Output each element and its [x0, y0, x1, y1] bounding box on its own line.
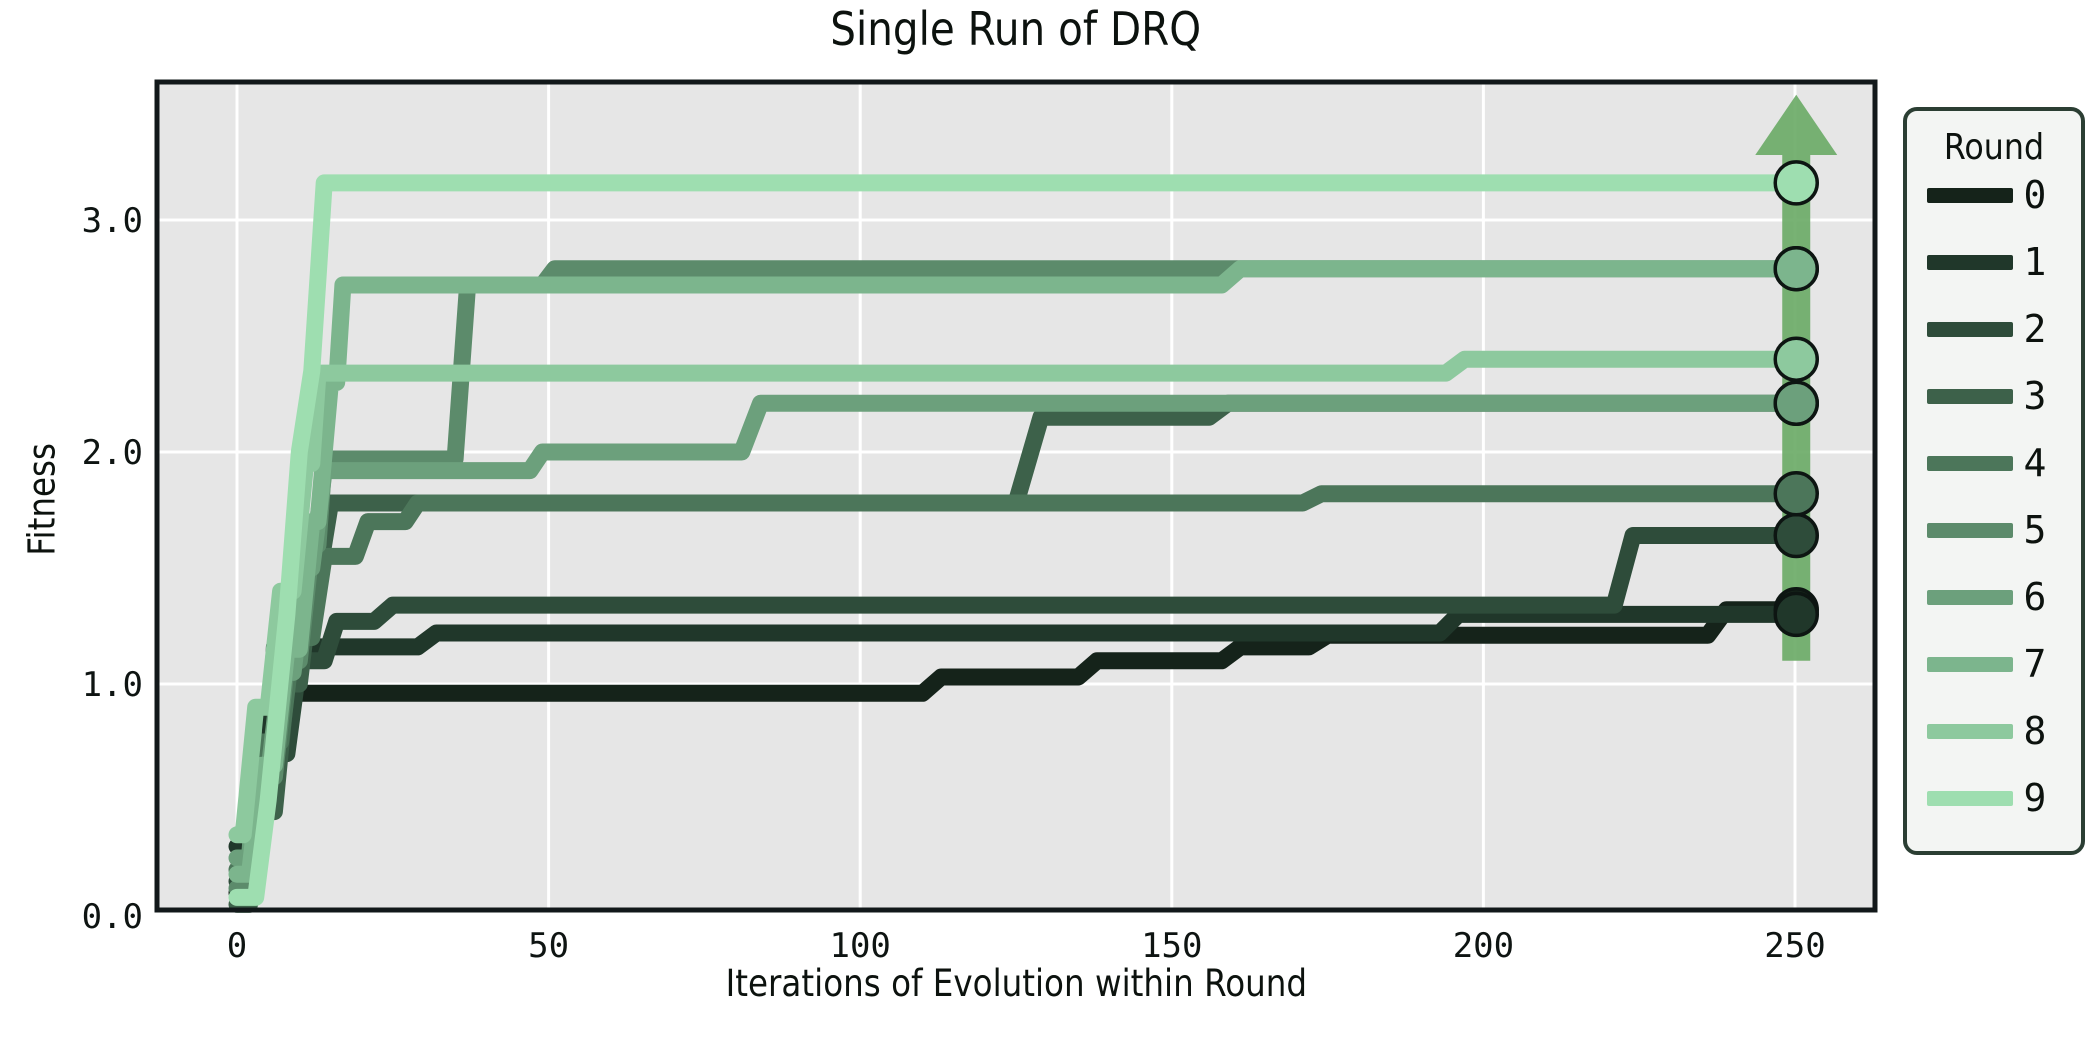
- y-axis-label-text: Fitness: [20, 443, 64, 556]
- end-marker-round-1: [1773, 591, 1819, 638]
- x-tick-label: 0: [227, 926, 247, 966]
- legend-entry-round-8: 8: [1907, 711, 2081, 751]
- end-marker-round-8: [1773, 336, 1819, 382]
- legend-entry-label: 0: [2023, 173, 2047, 217]
- legend-swatch-icon: [1927, 255, 2013, 270]
- end-marker-round-2: [1773, 512, 1819, 559]
- legend-entry-round-1: 1: [1907, 242, 2081, 282]
- legend-entry-round-2: 2: [1907, 309, 2081, 349]
- y-axis-label: Fitness: [21, 270, 64, 730]
- legend-swatch-icon: [1927, 657, 2013, 672]
- legend: Round 0 1 2 3 4 5 6 7 8 9: [1903, 107, 2085, 855]
- legend-swatch-icon: [1927, 724, 2013, 739]
- x-tick-label: 100: [829, 926, 890, 966]
- legend-entry-round-0: 0: [1907, 175, 2081, 215]
- plot-border: [154, 79, 1878, 913]
- legend-entry-label: 6: [2023, 575, 2047, 619]
- legend-entry-round-4: 4: [1907, 443, 2081, 483]
- legend-swatch-icon: [1927, 590, 2013, 605]
- x-tick-label: 200: [1453, 926, 1514, 966]
- series-line-round-9: [228, 174, 1804, 906]
- end-marker-round-7: [1773, 245, 1819, 292]
- end-marker-round-4: [1773, 471, 1819, 517]
- legend-title-text: Round: [1943, 127, 2045, 168]
- legend-swatch-icon: [1927, 322, 2013, 337]
- legend-entry-label: 1: [2023, 240, 2047, 284]
- end-marker-round-6: [1773, 380, 1819, 427]
- legend-entry-label: 4: [2023, 441, 2047, 485]
- y-tick-label: 3.0: [82, 201, 143, 241]
- end-marker-round-9: [1773, 160, 1819, 206]
- legend-entry-round-3: 3: [1907, 376, 2081, 416]
- legend-entry-round-6: 6: [1907, 577, 2081, 617]
- x-tick-label: 150: [1141, 926, 1202, 966]
- chart-title: Single Run of DRQ: [157, 2, 1875, 56]
- x-tick-label: 250: [1764, 926, 1825, 966]
- x-axis-label-text: Iterations of Evolution within Round: [725, 962, 1307, 1005]
- legend-title: Round: [1907, 127, 2081, 168]
- y-tick-label: 1.0: [82, 665, 143, 705]
- x-tick-label: 50: [528, 926, 569, 966]
- legend-entry-label: 5: [2023, 508, 2047, 552]
- legend-swatch-icon: [1927, 188, 2013, 203]
- legend-entry-label: 8: [2023, 709, 2047, 753]
- legend-entry-label: 3: [2023, 374, 2047, 418]
- legend-swatch-icon: [1927, 523, 2013, 538]
- y-tick-label: 0.0: [82, 897, 143, 937]
- legend-entry-round-7: 7: [1907, 644, 2081, 684]
- legend-swatch-icon: [1927, 456, 2013, 471]
- legend-entry-round-9: 9: [1907, 778, 2081, 818]
- y-tick-label: 2.0: [82, 433, 143, 473]
- legend-entry-label: 9: [2023, 776, 2047, 820]
- legend-swatch-icon: [1927, 791, 2013, 806]
- legend-swatch-icon: [1927, 389, 2013, 404]
- legend-entry-label: 7: [2023, 642, 2047, 686]
- legend-entry-label: 2: [2023, 307, 2047, 351]
- x-axis-label: Iterations of Evolution within Round: [157, 962, 1875, 1005]
- chart-title-text: Single Run of DRQ: [830, 2, 1202, 56]
- legend-entry-round-5: 5: [1907, 510, 2081, 550]
